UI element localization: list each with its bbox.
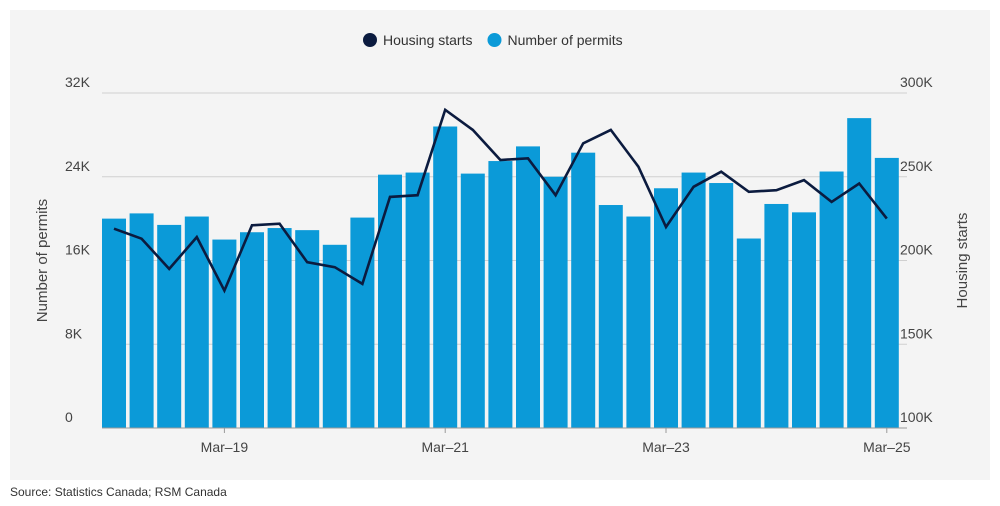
legend-item[interactable]: Housing starts — [363, 32, 472, 48]
bar-permits — [129, 213, 154, 428]
bar-permits — [571, 152, 596, 428]
legend-label: Number of permits — [507, 32, 622, 48]
x-tick-label: Mar–23 — [642, 439, 690, 455]
axis-layer: 0 8K 16K 24K 32K 100K 150K 200K 250K 300K Number o… — [34, 74, 971, 455]
bar-permits — [322, 244, 347, 428]
bar-permits — [764, 203, 789, 428]
bar-permits — [736, 238, 761, 428]
x-tick-label: Mar–19 — [201, 439, 249, 455]
bar-permits — [460, 173, 485, 428]
bar-permits — [819, 171, 844, 428]
legend-item[interactable]: Number of permits — [487, 32, 623, 48]
y-left-tick-label: 16K — [65, 242, 91, 258]
bar-permits — [874, 157, 899, 428]
bar-permits — [267, 228, 292, 428]
y-left-axis-title: Number of permits — [34, 199, 51, 322]
bar-permits — [240, 232, 264, 428]
y-right-tick-label: 150K — [900, 325, 933, 341]
bar-permits — [516, 146, 540, 428]
bar-permits — [626, 216, 651, 428]
bar-permits — [709, 183, 734, 428]
y-left-tick-label: 8K — [65, 325, 83, 341]
bar-permits — [488, 161, 513, 428]
x-tick-label: Mar–25 — [863, 439, 911, 455]
y-right-axis-title: Housing starts — [954, 213, 971, 309]
chart-svg: 0 8K 16K 24K 32K 100K 150K 200K 250K 300K Number o… — [34, 32, 971, 455]
bar-permits — [681, 172, 706, 428]
bar-layer — [102, 118, 899, 428]
bar-permits — [157, 224, 182, 428]
line-housing-starts — [113, 107, 888, 294]
chart-panel: 0 8K 16K 24K 32K 100K 150K 200K 250K 300K Number o… — [10, 10, 990, 480]
x-tick-label: Mar–21 — [421, 439, 469, 455]
y-right-tick-label: 300K — [900, 74, 933, 90]
y-right-tick-label: 200K — [900, 242, 933, 258]
bar-permits — [378, 174, 402, 428]
legend-marker-icon — [487, 33, 502, 47]
bar-permits — [598, 205, 623, 428]
bar-permits — [102, 218, 126, 428]
y-left-tick-label: 0 — [65, 409, 73, 425]
bar-permits — [543, 176, 568, 428]
bar-permits — [405, 172, 430, 428]
line-layer — [113, 107, 888, 294]
y-right-tick-label: 250K — [900, 158, 933, 174]
y-left-tick-label: 32K — [65, 74, 91, 90]
bar-permits — [792, 212, 816, 428]
y-left-tick-label: 24K — [65, 158, 91, 174]
bar-permits — [350, 217, 375, 428]
bar-permits — [847, 118, 872, 428]
source-note: Source: Statistics Canada; RSM Canada — [10, 485, 227, 499]
legend[interactable]: Housing starts Number of permits — [363, 32, 623, 48]
y-right-tick-label: 100K — [900, 409, 933, 425]
bar-permits — [295, 230, 320, 428]
legend-marker-icon — [363, 33, 377, 47]
bar-permits — [433, 126, 458, 428]
legend-label: Housing starts — [383, 32, 472, 48]
